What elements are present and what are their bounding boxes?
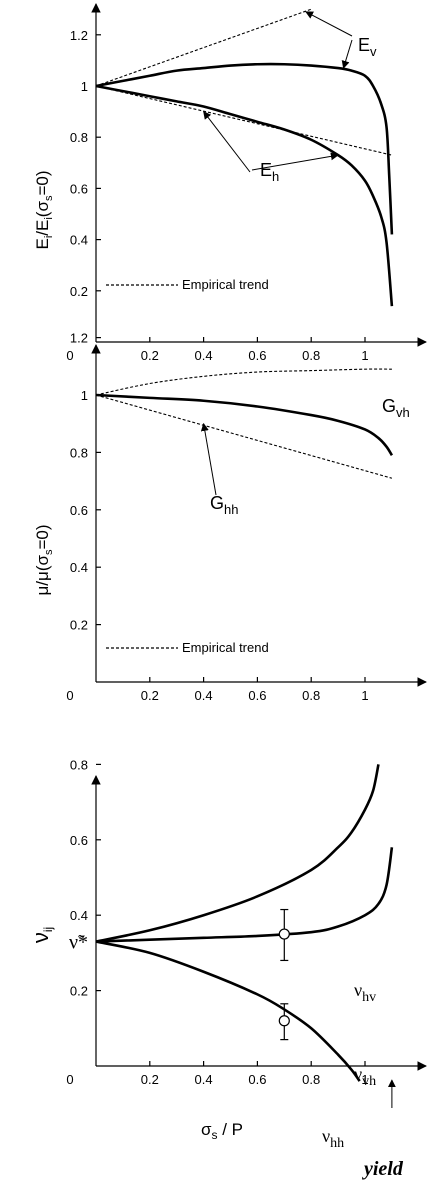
svg-text:Ev: Ev xyxy=(358,35,377,59)
panel-1-axes xyxy=(91,3,427,347)
panel-1-arrows xyxy=(203,11,353,173)
annotation-arrow xyxy=(341,39,353,69)
x-tick-label: 1 xyxy=(361,688,368,703)
y-tick-label: 0.6 xyxy=(70,181,88,196)
annotation-arrow xyxy=(203,110,251,173)
x-tick-label: 0.8 xyxy=(302,348,320,363)
x-tick-label: 1 xyxy=(361,1072,368,1087)
x-tick-label: 0 xyxy=(66,1072,73,1087)
label-ghh: Ghh xyxy=(210,493,238,517)
legend-label: Empirical trend xyxy=(182,277,269,292)
panel-3-ticks: 0 0.2 0.4 0.6 0.8 1 0.2 0.4 0.6 0.8 ν̃* xyxy=(66,757,368,1087)
series-solid--hv xyxy=(95,764,380,943)
panel-2-curves xyxy=(95,368,394,479)
label-nu-hh: νhh xyxy=(322,1126,344,1151)
x-tick-label: 0.2 xyxy=(141,688,159,703)
x-tick-label: 1 xyxy=(361,348,368,363)
panel-2: 0 0.2 0.4 0.6 0.8 1 0.2 0.4 0.6 0.8 1 1.2 μ/μ(σs=0)… xyxy=(33,331,427,703)
y-tick-label: 0.4 xyxy=(70,560,88,575)
x-tick-label: 0.2 xyxy=(141,1072,159,1087)
svg-text:νhh: νhh xyxy=(322,1126,344,1151)
svg-text:Ghh: Ghh xyxy=(210,493,238,517)
series-solid-e-v xyxy=(95,62,394,235)
data-point xyxy=(278,928,290,940)
series-dashed-e-h xyxy=(95,85,393,156)
x-tick-label: 0.6 xyxy=(248,348,266,363)
y-tick-label: 0.4 xyxy=(70,908,88,923)
series-solid-e-h xyxy=(95,84,394,307)
y-tick-label: 1 xyxy=(81,79,88,94)
label-nu-vh: νvh xyxy=(354,1064,376,1089)
y-special-tick-label: ν̃* xyxy=(69,932,88,954)
annotation-arrow xyxy=(251,152,339,171)
series-dashed-g-vh xyxy=(95,368,392,396)
y-tick-label: 0.2 xyxy=(70,284,88,299)
svg-text:Eh: Eh xyxy=(260,160,279,184)
y-tick-label: 1.2 xyxy=(70,28,88,43)
x-tick-label: 0.8 xyxy=(302,1072,320,1087)
panel-1-y-axis-label: Ei/Ei(σs=0) xyxy=(33,170,55,249)
x-tick-label: 0.6 xyxy=(248,688,266,703)
panel-2-ticks: 0 0.2 0.4 0.6 0.8 1 0.2 0.4 0.6 0.8 1 1.2 xyxy=(66,331,368,703)
panel-1-legend: Empirical trend xyxy=(106,277,269,292)
y-tick-label: 0.4 xyxy=(70,233,88,248)
panel-3-y-axis-label: νij xyxy=(28,927,55,943)
y-tick-label: 1.2 xyxy=(70,331,88,346)
panel-3-x-axis-label: σs / P xyxy=(201,1120,243,1142)
y-tick-label: 0.2 xyxy=(70,984,88,999)
label-gvh: Gvh xyxy=(382,396,410,420)
panel-1: 0 0.2 0.4 0.6 0.8 1 0.2 0.4 0.6 0.8 1 1.2 Ei/Ei(σs=… xyxy=(33,3,427,363)
panel-3-points xyxy=(278,908,290,1041)
panel-1-ticks: 0 0.2 0.4 0.6 0.8 1 0.2 0.4 0.6 0.8 1 1.2 xyxy=(66,28,368,363)
yield-label: yield xyxy=(362,1158,404,1180)
y-tick-label: 0.8 xyxy=(70,130,88,145)
label-ev: Ev xyxy=(358,35,377,59)
panel-1-curves xyxy=(95,8,394,307)
panel-3-curves xyxy=(95,764,394,1082)
y-tick-label: 0.2 xyxy=(70,618,88,633)
x-tick-label: 0 xyxy=(66,688,73,703)
svg-text:νhv: νhv xyxy=(354,980,376,1005)
x-tick-label: 0.2 xyxy=(141,348,159,363)
panel-2-arrows xyxy=(200,422,217,496)
series-solid--hh xyxy=(95,940,361,1082)
annotation-arrow xyxy=(305,11,353,37)
series-solid--vh xyxy=(95,847,394,943)
x-tick-label: 0.8 xyxy=(302,688,320,703)
annotation-arrow xyxy=(200,422,217,496)
y-tick-label: 0.6 xyxy=(70,833,88,848)
panel-3-axes xyxy=(91,775,427,1071)
x-tick-label: 0 xyxy=(66,348,73,363)
y-tick-label: 1 xyxy=(81,388,88,403)
svg-text:Gvh: Gvh xyxy=(382,396,410,420)
y-tick-label: 0.6 xyxy=(70,503,88,518)
y-tick-label: 0.8 xyxy=(70,445,88,460)
legend-label: Empirical trend xyxy=(182,640,269,655)
x-tick-label: 0.4 xyxy=(195,1072,213,1087)
label-eh: Eh xyxy=(260,160,279,184)
x-tick-label: 0.4 xyxy=(195,688,213,703)
data-point xyxy=(278,1015,290,1027)
panel-2-legend: Empirical trend xyxy=(106,640,269,655)
series-dashed-e-v xyxy=(95,8,312,87)
label-nu-hv: νhv xyxy=(354,980,376,1005)
panel-2-axes xyxy=(91,344,427,687)
series-solid-g-hh xyxy=(95,393,394,456)
series-dashed-g-hh xyxy=(95,394,393,479)
x-tick-label: 0.6 xyxy=(248,1072,266,1087)
panel-3: 0 0.2 0.4 0.6 0.8 1 0.2 0.4 0.6 0.8 ν̃* νij σs / P… xyxy=(28,757,427,1180)
y-tick-label: 0.8 xyxy=(70,757,88,772)
x-tick-label: 0.4 xyxy=(195,348,213,363)
panel-2-y-axis-label: μ/μ(σs=0) xyxy=(33,524,55,595)
svg-text:νvh: νvh xyxy=(354,1064,376,1089)
